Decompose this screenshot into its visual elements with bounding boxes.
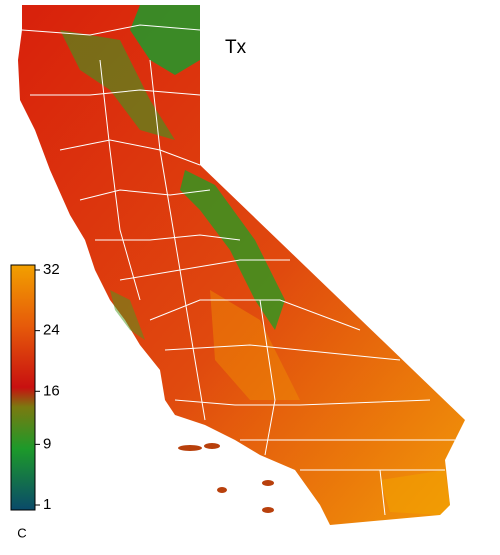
colorbar-tick-label: 1 <box>43 496 51 513</box>
cool-region <box>130 5 200 75</box>
cool-region <box>180 170 285 330</box>
colorbar-tick-label: 24 <box>43 322 60 339</box>
colorbar-ramp <box>10 264 36 511</box>
colorbar-unit: C <box>17 525 26 540</box>
map-title: Tx <box>225 37 247 58</box>
colorbar-tick-label: 32 <box>43 261 60 278</box>
colorbar-tick-label: 9 <box>43 435 51 452</box>
colorbar: C 1 9 16 24 32 <box>10 261 60 540</box>
county-lines <box>21 24 455 516</box>
islands <box>178 443 274 513</box>
cool-region <box>60 30 175 140</box>
cool-region <box>110 290 145 340</box>
warm-region <box>380 470 450 515</box>
state-map <box>18 5 465 525</box>
colorbar-tick-label: 16 <box>43 382 60 399</box>
